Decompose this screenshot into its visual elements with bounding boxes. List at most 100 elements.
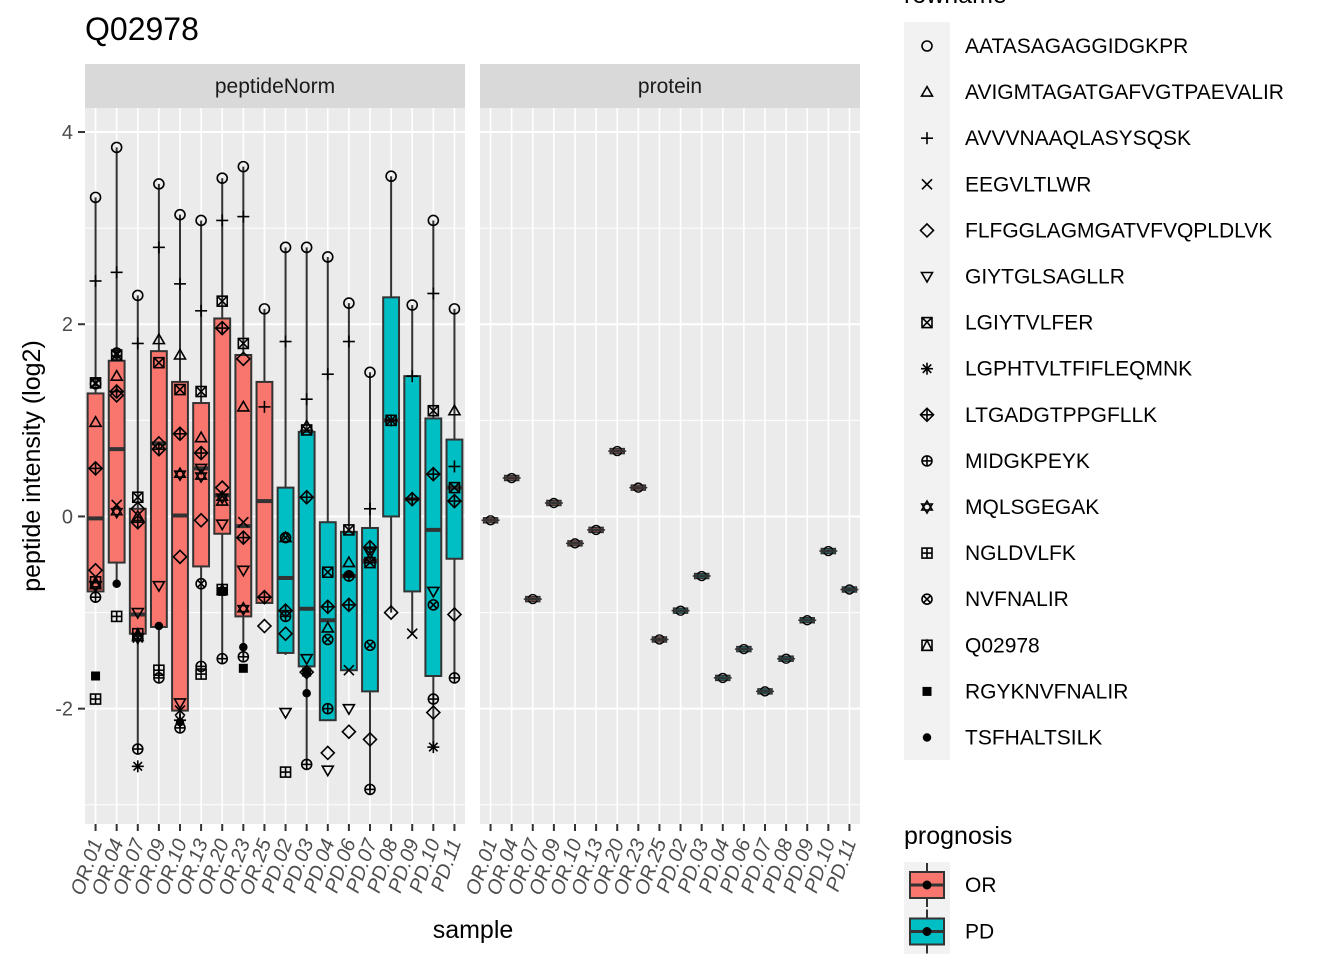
protein-point [587,524,606,536]
legend-fill-item: OR [909,863,997,907]
box-or-13 [192,220,211,667]
peptide-point [321,251,334,263]
peptide-point [425,466,441,482]
peptide-point [342,555,356,568]
legend-fill-label: OR [965,874,997,897]
peptide-point [152,332,166,345]
legend-item-label: NVFNALIR [965,588,1069,611]
peptide-point [279,335,292,348]
peptide-point [362,731,378,748]
peptide-point [427,214,440,227]
legend-item: GIYTGLSAGLLR [920,266,1125,289]
box-pd-10 [424,220,443,748]
box-pd-02 [276,247,295,655]
legend-item: NVFNALIR [921,588,1069,611]
peptide-point [406,628,418,640]
legend-item-label: MIDGKPEYK [965,450,1090,473]
x-axis: OR.01OR.04OR.07OR.09OR.10OR.13OR.20OR.23… [67,824,861,898]
peptide-point [110,610,123,623]
legend-rowname: AATASAGAGGIDGKPR AVIGMTAGATGAFVGTPAEVALIR… [904,22,1284,760]
peptide-point [341,597,357,613]
peptide-point [153,664,165,677]
legend-item: AVVVNAAQLASYSQSK [921,127,1191,150]
peptide-point [320,745,336,761]
peptide-point [320,599,336,615]
peptide-point [300,241,313,254]
legend-item: AVIGMTAGATGAFVGTPAEVALIR [920,81,1284,104]
peptide-point [194,430,208,443]
peptide-point [174,705,186,717]
peptide-point [88,415,103,428]
peptide-point [89,274,102,287]
peptide-point [217,586,227,596]
y-axis: -2 0 2 4 [55,122,85,721]
legend-item-label: AVVVNAAQLASYSQSK [965,127,1191,150]
protein-point [650,634,669,645]
box-body [403,375,422,593]
box-body [128,507,147,635]
peptide-point [237,516,249,528]
peptide-point [320,620,335,633]
box-body [234,353,253,618]
legend-item: TSFHALTSILK [922,727,1102,750]
box-body [149,350,168,628]
peptide-point [299,489,315,505]
peptide-point [194,468,208,484]
peptide-point [321,633,334,646]
panel-background-right [480,108,860,824]
peptide-point [446,606,463,623]
protein-points [481,445,859,697]
peptide-point [343,524,355,536]
peptide-point [110,347,123,359]
peptide-point [427,287,440,300]
protein-point [608,445,627,457]
peptide-point [448,481,461,494]
legend-dot [922,880,932,890]
peptide-point [258,400,271,413]
protein-point [713,672,732,684]
peptide-point [321,702,334,715]
x-axis-title: sample [433,916,514,944]
peptide-point [110,504,124,520]
peptide-point [110,266,123,279]
peptide-point [342,335,355,348]
box-or-25 [255,308,274,604]
peptide-point [321,368,334,381]
box-body [424,417,443,677]
protein-point [566,538,584,549]
peptide-point [404,491,420,507]
peptide-point [448,303,461,315]
peptide-point [173,347,187,360]
peptide-point [89,591,102,603]
box-or-09 [149,183,168,678]
peptide-point [300,393,313,406]
peptide-point [427,404,440,417]
legend-item-label: TSFHALTSILK [965,727,1102,750]
protein-point [756,686,774,697]
peptide-point [364,366,376,379]
peptide-point [215,519,230,532]
peptide-point [385,414,397,427]
legend-item: Q02978 [920,634,1040,657]
legend-item: EEGVLTLWR [921,173,1091,196]
peptide-point [89,191,102,204]
peptide-point [91,671,101,681]
peptide-point [406,370,419,383]
peptide-point [236,601,250,617]
peptide-point [112,579,121,588]
strip-protein [480,64,860,108]
legend-item-label: GIYTGLSAGLLR [965,266,1125,289]
peptide-point [427,599,440,611]
peptide-point [195,577,207,590]
box-body [255,380,274,604]
peptide-point [344,569,354,579]
peptide-point [447,403,462,416]
peptide-point [362,539,378,555]
box-body [213,317,232,535]
peptide-point [153,178,165,190]
peptide-point [427,741,440,754]
peptide-point [343,297,355,309]
peptide-point [236,399,251,412]
legend-item: LGPHTVLTFIFLEQMNK [921,358,1192,381]
